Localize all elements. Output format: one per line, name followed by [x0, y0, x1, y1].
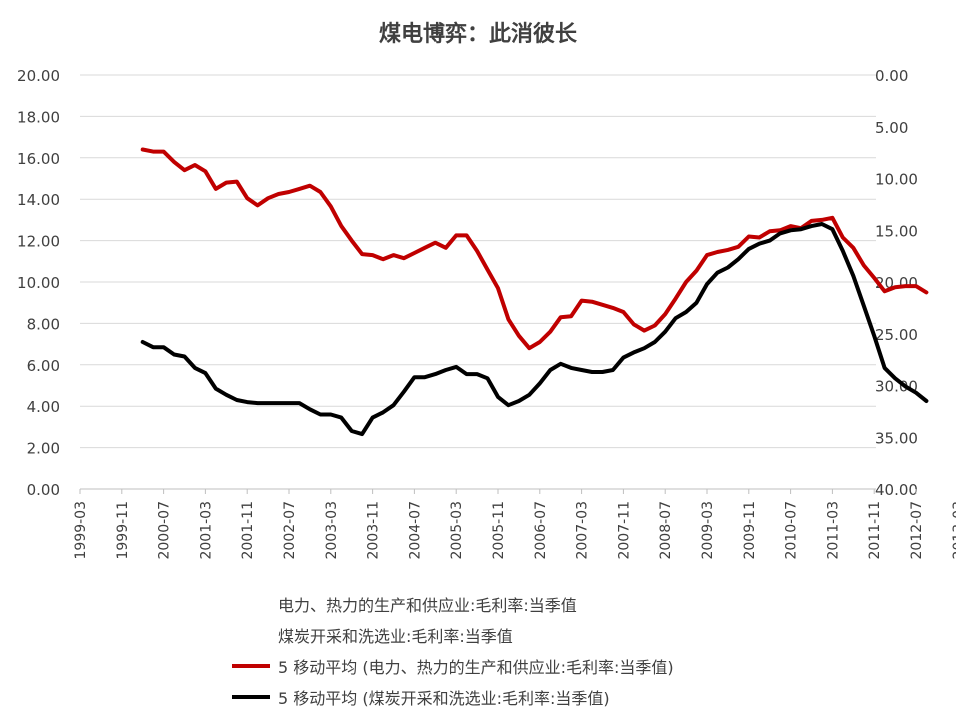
right-tick-label: 10.00: [875, 171, 918, 189]
x-tick-label: 1999-03: [73, 501, 89, 560]
x-tick-label: 2007-03: [575, 501, 591, 560]
legend-swatch-coal-ma: [232, 694, 270, 699]
left-tick-label: 2.00: [27, 440, 60, 458]
legend: 电力、热力的生产和供应业:毛利率:当季值 煤炭开采和洗选业:毛利率:当季值 5 …: [232, 588, 674, 712]
x-tick-label: 2001-11: [240, 501, 256, 560]
right-tick-label: 25.00: [875, 326, 918, 344]
x-tick-label: 2006-07: [533, 501, 549, 560]
x-tick-label: 2007-11: [616, 501, 632, 560]
right-tick-label: 15.00: [875, 222, 918, 240]
right-axis-ticks: 0.005.0010.0015.0020.0025.0030.0035.0040…: [875, 67, 918, 499]
x-tick-label: 2009-11: [742, 501, 758, 560]
legend-swatch-coal: [232, 632, 270, 637]
legend-label-power: 电力、热力的生产和供应业:毛利率:当季值: [278, 595, 577, 615]
x-tick-label: 2000-07: [157, 501, 173, 560]
x-tick-label: 2009-03: [700, 501, 716, 560]
left-tick-label: 6.00: [27, 357, 60, 375]
right-tick-label: 40.00: [875, 481, 918, 499]
right-tick-label: 30.00: [875, 378, 918, 396]
left-axis-ticks: 20.00 18.00 16.00 14.00 12.00 10.00 8.00 6.00 4.…: [17, 67, 60, 499]
left-tick-label: 18.00: [17, 108, 60, 126]
x-tick-label: 2011-11: [867, 501, 883, 560]
x-tick-label: 2005-11: [491, 501, 507, 560]
x-tick-label: 2013-03: [951, 501, 956, 560]
x-tick-label: 1999-11: [115, 501, 131, 560]
series-line-2: [140, 147, 929, 351]
legend-label-power-ma: 5 移动平均 (电力、热力的生产和供应业:毛利率:当季值): [278, 657, 674, 677]
x-axis-ticks: 1999-03 1999-11 2000-07 2001-03 2001-11 2002-…: [73, 489, 956, 560]
gridlines: [80, 74, 876, 490]
series-line-3: [140, 222, 929, 437]
legend-item-power-ma: 5 移动平均 (电力、热力的生产和供应业:毛利率:当季值): [232, 650, 674, 681]
x-tick-label: 2003-03: [324, 501, 340, 560]
legend-label-coal: 煤炭开采和洗选业:毛利率:当季值: [278, 626, 513, 646]
left-tick-label: 20.00: [17, 67, 60, 85]
right-tick-label: 0.00: [875, 67, 908, 85]
x-tick-label: 2012-07: [909, 501, 925, 560]
legend-label-coal-ma: 5 移动平均 (煤炭开采和洗选业:毛利率:当季值): [278, 688, 610, 708]
x-tick-label: 2010-07: [784, 501, 800, 560]
left-tick-label: 8.00: [27, 315, 60, 333]
right-tick-label: 35.00: [875, 429, 918, 447]
x-tick-label: 2001-03: [198, 501, 214, 560]
left-tick-label: 14.00: [17, 191, 60, 209]
x-tick-label: 2011-03: [825, 501, 841, 560]
legend-item-coal: 煤炭开采和洗选业:毛利率:当季值: [232, 619, 674, 650]
legend-swatch-power: [232, 601, 270, 606]
series-lines: [140, 147, 929, 437]
legend-swatch-power-ma: [232, 663, 270, 668]
left-tick-label: 10.00: [17, 274, 60, 292]
legend-item-coal-ma: 5 移动平均 (煤炭开采和洗选业:毛利率:当季值): [232, 681, 674, 712]
chart-title: 煤电博弈：此消彼长: [378, 22, 577, 47]
left-tick-label: 16.00: [17, 150, 60, 168]
x-tick-label: 2002-07: [282, 501, 298, 560]
x-tick-label: 2003-11: [366, 501, 382, 560]
x-tick-label: 2004-07: [407, 501, 423, 560]
left-tick-label: 0.00: [27, 481, 60, 499]
left-tick-label: 12.00: [17, 233, 60, 251]
x-tick-label: 2008-07: [658, 501, 674, 560]
x-tick-label: 2005-03: [449, 501, 465, 560]
right-tick-label: 5.00: [875, 119, 908, 137]
left-tick-label: 4.00: [27, 398, 60, 416]
legend-item-power: 电力、热力的生产和供应业:毛利率:当季值: [232, 588, 674, 619]
